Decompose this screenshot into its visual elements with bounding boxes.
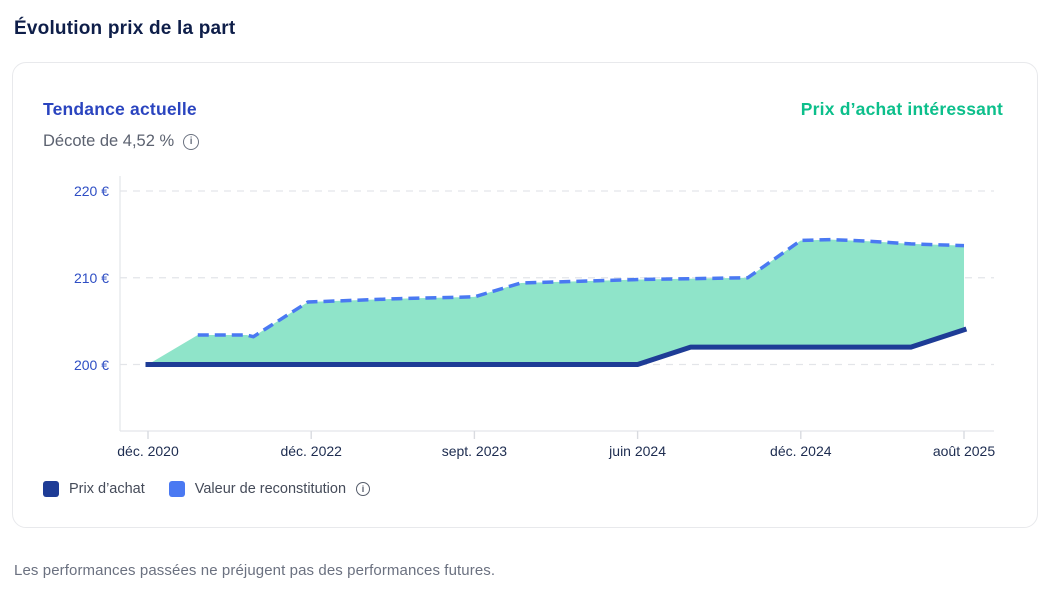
card-title: Tendance actuelle	[43, 99, 197, 119]
x-axis-label: déc. 2022	[280, 443, 342, 459]
prix-achat-line	[145, 326, 968, 367]
price-area	[148, 239, 964, 365]
x-axis-label: sept. 2023	[441, 443, 508, 459]
page-title: Évolution prix de la part	[14, 18, 236, 39]
x-axis-label: déc. 2020	[117, 443, 179, 459]
prix-achat-swatch	[43, 481, 59, 497]
valeur-reconstitution-line	[197, 237, 965, 339]
disclaimer: Les performances passées ne préjugent pa…	[14, 562, 496, 579]
y-axis-label: 210 €	[73, 269, 109, 286]
x-axis-label: août 2025	[932, 443, 996, 459]
price-evolution-chart[interactable]: 200 € 210 € 220 € déc. 2020 déc. 2022 sept. 2…	[13, 161, 1039, 471]
info-icon[interactable]: i	[356, 482, 371, 496]
legend-label: Valeur de reconstitution	[194, 481, 347, 497]
y-axis-label: 200 €	[73, 356, 109, 373]
legend-item-prix-achat: Prix d’achat	[43, 481, 145, 497]
x-axis-label: déc. 2024	[770, 443, 832, 459]
card-header: Tendance actuelle Prix d’achat intéressa…	[13, 63, 1037, 120]
chart-canvas	[119, 176, 994, 439]
discount-text: Décote de 4,52 %	[43, 132, 175, 150]
status-label: Prix d’achat intéressant	[800, 99, 1003, 119]
discount-row: Décote de 4,52 % i	[13, 120, 1037, 151]
y-axis-label: 220 €	[73, 183, 109, 199]
legend-label: Prix d’achat	[69, 481, 145, 497]
chart-card: Tendance actuelle Prix d’achat intéressa…	[12, 62, 1038, 528]
valeur-reconstitution-swatch	[168, 481, 185, 497]
legend-item-valeur-reconstitution: Valeur de reconstitution i	[168, 481, 371, 497]
x-axis-label: juin 2024	[609, 443, 666, 459]
info-icon[interactable]: i	[183, 133, 200, 150]
legend: Prix d’achat Valeur de reconstitution i	[13, 471, 1037, 497]
